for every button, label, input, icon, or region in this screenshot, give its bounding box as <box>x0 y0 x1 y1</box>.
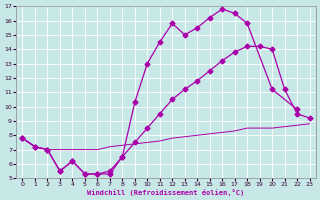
X-axis label: Windchill (Refroidissement éolien,°C): Windchill (Refroidissement éolien,°C) <box>87 189 245 196</box>
